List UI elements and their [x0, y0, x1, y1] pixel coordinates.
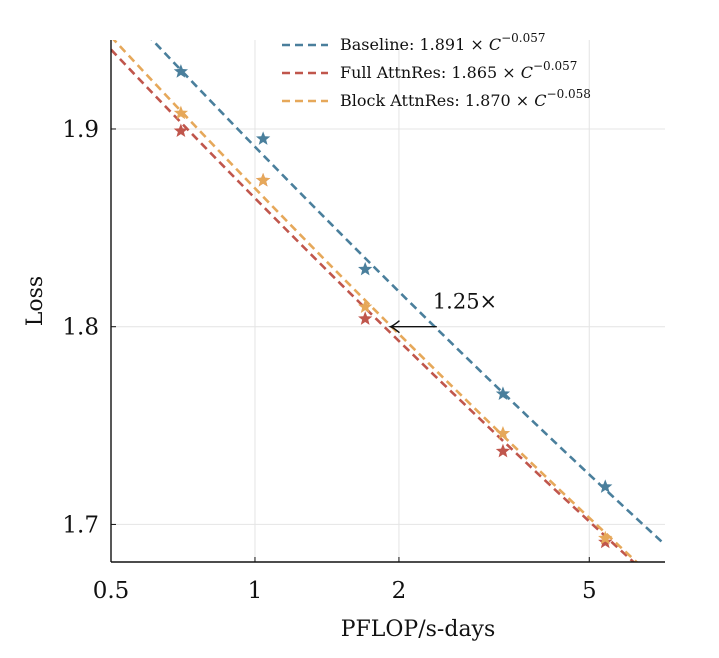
x-tick-label: 5: [582, 578, 597, 604]
fit-line-full-attnres: [111, 48, 636, 562]
legend-label: Full AttnRes: 1.865 ×: [340, 63, 521, 82]
legend-base: C: [521, 63, 533, 82]
y-tick-label: 1.9: [62, 117, 99, 143]
fit-lines: [111, 40, 665, 562]
data-point-block-attnres: [173, 105, 189, 120]
data-point-full-attnres: [495, 443, 511, 458]
x-tick-label: 1: [248, 578, 263, 604]
data-point-baseline: [598, 479, 613, 493]
data-point-full-attnres: [173, 123, 189, 138]
data-point-baseline: [173, 64, 189, 78]
legend-entry: Block AttnRes: 1.870 × C−0.058: [340, 87, 591, 110]
data-point-block-attnres: [495, 425, 511, 440]
y-tick-label: 1.7: [62, 512, 99, 538]
annotation-arrow-head: [388, 320, 400, 334]
fit-line-block-attnres: [112, 40, 639, 562]
legend-entry: Full AttnRes: 1.865 × C−0.057: [340, 59, 577, 82]
legend-base: C: [534, 91, 546, 110]
data-point-block-attnres: [255, 172, 271, 187]
legend-label: Block AttnRes: 1.870 ×: [340, 91, 534, 110]
data-point-full-attnres: [358, 311, 373, 325]
legend-base: C: [489, 35, 501, 54]
annotation-label: 1.25×: [433, 290, 497, 314]
legend-exponent: −0.057: [501, 31, 545, 45]
legend-exponent: −0.057: [533, 59, 577, 73]
data-point-block-attnres: [358, 299, 373, 313]
fit-line-baseline: [150, 40, 665, 546]
y-axis-label: Loss: [23, 276, 48, 326]
legend-exponent: −0.058: [547, 87, 591, 101]
y-tick-label: 1.8: [62, 315, 99, 341]
grid: [111, 40, 665, 562]
data-markers: [173, 64, 613, 549]
legend-entry: Baseline: 1.891 × C−0.057: [340, 31, 546, 54]
data-point-block-attnres: [598, 530, 613, 545]
data-point-baseline: [255, 131, 271, 145]
data-point-baseline: [495, 386, 511, 400]
x-tick-label: 0.5: [93, 578, 130, 604]
axes: 0.5 1 2 5 1.7 1.8 1.9 PFLOP/s-days Loss: [23, 40, 665, 642]
data-point-baseline: [358, 261, 373, 276]
data-point-full-attnres: [598, 534, 613, 549]
legend-label: Baseline: 1.891 ×: [340, 35, 489, 54]
annotation: 1.25×: [388, 290, 497, 334]
x-axis-label: PFLOP/s-days: [341, 617, 496, 642]
x-tick-label: 2: [392, 578, 407, 604]
